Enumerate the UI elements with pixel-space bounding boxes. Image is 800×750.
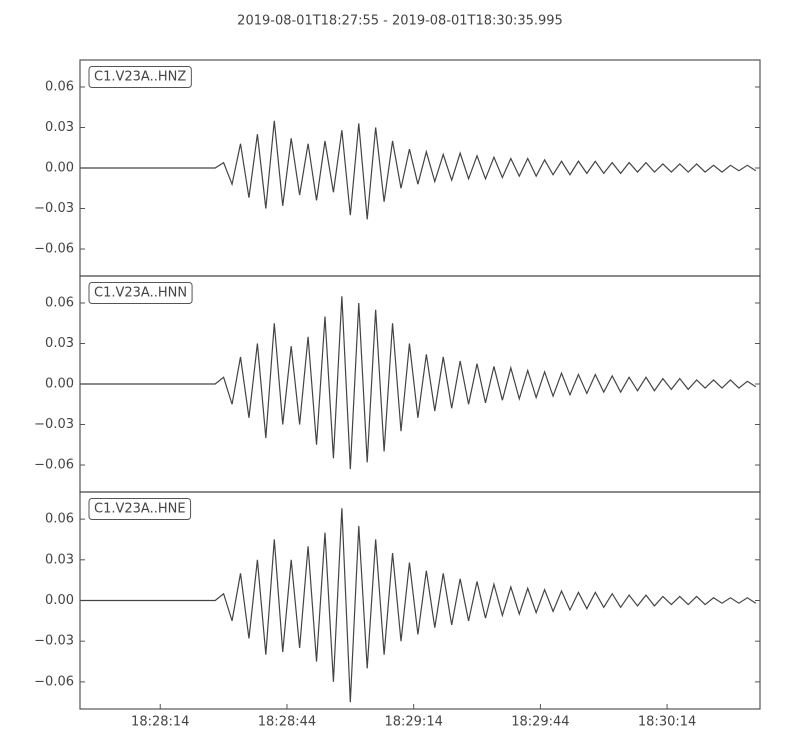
waveform (80, 508, 757, 703)
y-tick-label: 0.00 (45, 593, 74, 608)
y-tick-label: 0.06 (45, 80, 74, 95)
y-tick-label: 0.00 (45, 377, 74, 392)
x-tick-label: 18:29:14 (384, 715, 442, 730)
trace-label: C1.V23A..HNZ (94, 70, 186, 85)
y-tick-label: −0.03 (34, 201, 74, 216)
chart-title: 2019-08-01T18:27:55 - 2019-08-01T18:30:3… (237, 14, 563, 29)
y-tick-label: −0.03 (34, 634, 74, 649)
trace-label-box (88, 498, 192, 520)
waveform (80, 120, 757, 220)
y-tick-label: 0.03 (45, 120, 74, 135)
y-tick-label: 0.06 (45, 512, 74, 527)
y-tick-label: 0.06 (45, 296, 74, 311)
y-tick-label: −0.06 (34, 242, 74, 257)
trace-label-box (88, 282, 193, 304)
waveform (80, 296, 757, 470)
x-tick-label: 18:28:14 (131, 715, 189, 730)
trace-label: C1.V23A..HNE (94, 502, 186, 517)
y-tick-label: −0.03 (34, 417, 74, 432)
x-tick-label: 18:30:14 (638, 715, 696, 730)
y-tick-label: 0.03 (45, 552, 74, 567)
trace-label-box (88, 66, 192, 88)
panel-frame (79, 491, 761, 710)
x-tick-label: 18:28:44 (258, 715, 316, 730)
y-tick-label: −0.06 (34, 458, 74, 473)
y-tick-label: −0.06 (34, 674, 74, 689)
trace-label: C1.V23A..HNN (94, 286, 187, 301)
y-tick-label: 0.00 (45, 161, 74, 176)
x-tick-label: 18:29:44 (511, 715, 569, 730)
y-tick-label: 0.03 (45, 336, 74, 351)
